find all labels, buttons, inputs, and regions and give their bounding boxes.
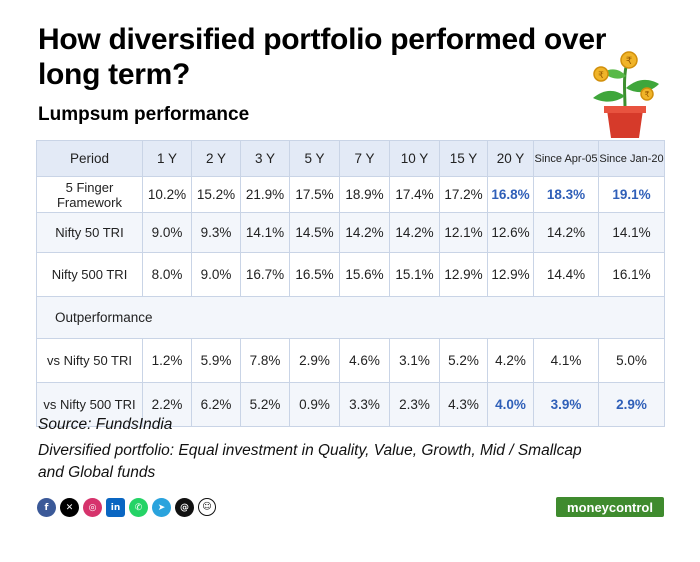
table-row: vs Nifty 50 TRI 1.2% 5.9% 7.8% 2.9% 4.6%… xyxy=(36,338,665,383)
table-cell: 12.9% xyxy=(487,252,534,297)
row-label: 5 Finger Framework xyxy=(36,176,143,213)
snapchat-icon[interactable]: ☺ xyxy=(198,498,216,516)
table-cell: 5.0% xyxy=(598,338,665,383)
header-20y: 20 Y xyxy=(487,140,534,177)
table-cell: 2.3% xyxy=(389,382,440,427)
table-cell: 9.0% xyxy=(142,212,192,253)
table-cell: 14.4% xyxy=(533,252,599,297)
table-cell: 2.9% xyxy=(289,338,340,383)
table-cell: 17.4% xyxy=(389,176,440,213)
table-cell: 18.9% xyxy=(339,176,390,213)
table-cell: 21.9% xyxy=(240,176,290,213)
money-plant-icon: ₹ ₹ ₹ xyxy=(593,51,659,138)
table-cell: 12.1% xyxy=(439,212,488,253)
table-cell: 12.9% xyxy=(439,252,488,297)
performance-table: Period 1 Y 2 Y 3 Y 5 Y 7 Y 10 Y 15 Y 20 … xyxy=(36,140,665,427)
instagram-icon[interactable]: ◎ xyxy=(83,498,102,517)
table-row: Nifty 500 TRI 8.0% 9.0% 16.7% 16.5% 15.6… xyxy=(36,252,665,297)
section-subtitle: Lumpsum performance xyxy=(38,104,250,125)
linkedin-icon[interactable]: in xyxy=(106,498,125,517)
row-label: Nifty 500 TRI xyxy=(36,252,143,297)
table-cell-highlight: 18.3% xyxy=(533,176,599,213)
outperformance-label: Outperformance xyxy=(36,296,665,339)
table-cell: 14.5% xyxy=(289,212,340,253)
table-cell: 9.0% xyxy=(191,252,241,297)
table-cell: 3.1% xyxy=(389,338,440,383)
table-cell: 6.2% xyxy=(191,382,241,427)
table-cell: 8.0% xyxy=(142,252,192,297)
table-cell: 9.3% xyxy=(191,212,241,253)
table-cell-highlight: 4.0% xyxy=(487,382,534,427)
table-cell: 16.7% xyxy=(240,252,290,297)
table-cell: 4.2% xyxy=(487,338,534,383)
table-row: vs Nifty 500 TRI 2.2% 6.2% 5.2% 0.9% 3.3… xyxy=(36,382,665,427)
table-cell: 2.2% xyxy=(142,382,192,427)
table-cell: 5.2% xyxy=(439,338,488,383)
section-row: Outperformance xyxy=(36,296,665,339)
threads-icon[interactable]: @ xyxy=(175,498,194,517)
table-cell: 14.2% xyxy=(389,212,440,253)
x-icon[interactable]: ✕ xyxy=(60,498,79,517)
header-5y: 5 Y xyxy=(289,140,340,177)
header-10y: 10 Y xyxy=(389,140,440,177)
table-cell: 12.6% xyxy=(487,212,534,253)
table-cell: 14.1% xyxy=(598,212,665,253)
table-cell: 16.5% xyxy=(289,252,340,297)
table-cell: 15.6% xyxy=(339,252,390,297)
moneycontrol-logo: moneycontrol xyxy=(556,497,664,517)
table-cell: 14.2% xyxy=(339,212,390,253)
table-cell: 5.2% xyxy=(240,382,290,427)
table-cell: 7.8% xyxy=(240,338,290,383)
header-3y: 3 Y xyxy=(240,140,290,177)
table-cell: 3.3% xyxy=(339,382,390,427)
table-cell: 5.9% xyxy=(191,338,241,383)
table-cell-highlight: 2.9% xyxy=(598,382,665,427)
table-cell: 16.1% xyxy=(598,252,665,297)
table-cell: 14.1% xyxy=(240,212,290,253)
header-1y: 1 Y xyxy=(142,140,192,177)
row-label: vs Nifty 50 TRI xyxy=(36,338,143,383)
header-7y: 7 Y xyxy=(339,140,390,177)
table-cell-highlight: 16.8% xyxy=(487,176,534,213)
whatsapp-icon[interactable]: ✆ xyxy=(129,498,148,517)
table-cell: 14.2% xyxy=(533,212,599,253)
header-row: Period 1 Y 2 Y 3 Y 5 Y 7 Y 10 Y 15 Y 20 … xyxy=(36,140,665,177)
table-cell: 15.1% xyxy=(389,252,440,297)
facebook-icon[interactable]: f xyxy=(37,498,56,517)
header-period: Period xyxy=(36,140,143,177)
header-2y: 2 Y xyxy=(191,140,241,177)
table-cell: 15.2% xyxy=(191,176,241,213)
header-since-apr05: Since Apr-05 xyxy=(533,140,599,177)
row-label: Nifty 50 TRI xyxy=(36,212,143,253)
table-cell: 17.5% xyxy=(289,176,340,213)
table-row: 5 Finger Framework 10.2% 15.2% 21.9% 17.… xyxy=(36,176,665,213)
portfolio-note: Diversified portfolio: Equal investment … xyxy=(38,442,582,481)
table-cell: 4.1% xyxy=(533,338,599,383)
page-title: How diversified portfolio performed over… xyxy=(38,23,607,91)
table-cell-highlight: 19.1% xyxy=(598,176,665,213)
svg-text:₹: ₹ xyxy=(644,90,649,99)
table-cell: 1.2% xyxy=(142,338,192,383)
table-cell: 4.3% xyxy=(439,382,488,427)
table-cell: 0.9% xyxy=(289,382,340,427)
svg-text:₹: ₹ xyxy=(626,56,632,67)
table-cell: 4.6% xyxy=(339,338,390,383)
source-note: Source: FundsIndia xyxy=(38,416,173,433)
telegram-icon[interactable]: ➤ xyxy=(152,498,171,517)
svg-text:₹: ₹ xyxy=(598,71,604,81)
table-cell: 17.2% xyxy=(439,176,488,213)
header-15y: 15 Y xyxy=(439,140,488,177)
header-since-jan20: Since Jan-20 xyxy=(598,140,665,177)
table-row: Nifty 50 TRI 9.0% 9.3% 14.1% 14.5% 14.2%… xyxy=(36,212,665,253)
table-cell: 10.2% xyxy=(142,176,192,213)
social-share-bar: f ✕ ◎ in ✆ ➤ @ ☺ xyxy=(37,498,216,517)
table-cell-highlight: 3.9% xyxy=(533,382,599,427)
